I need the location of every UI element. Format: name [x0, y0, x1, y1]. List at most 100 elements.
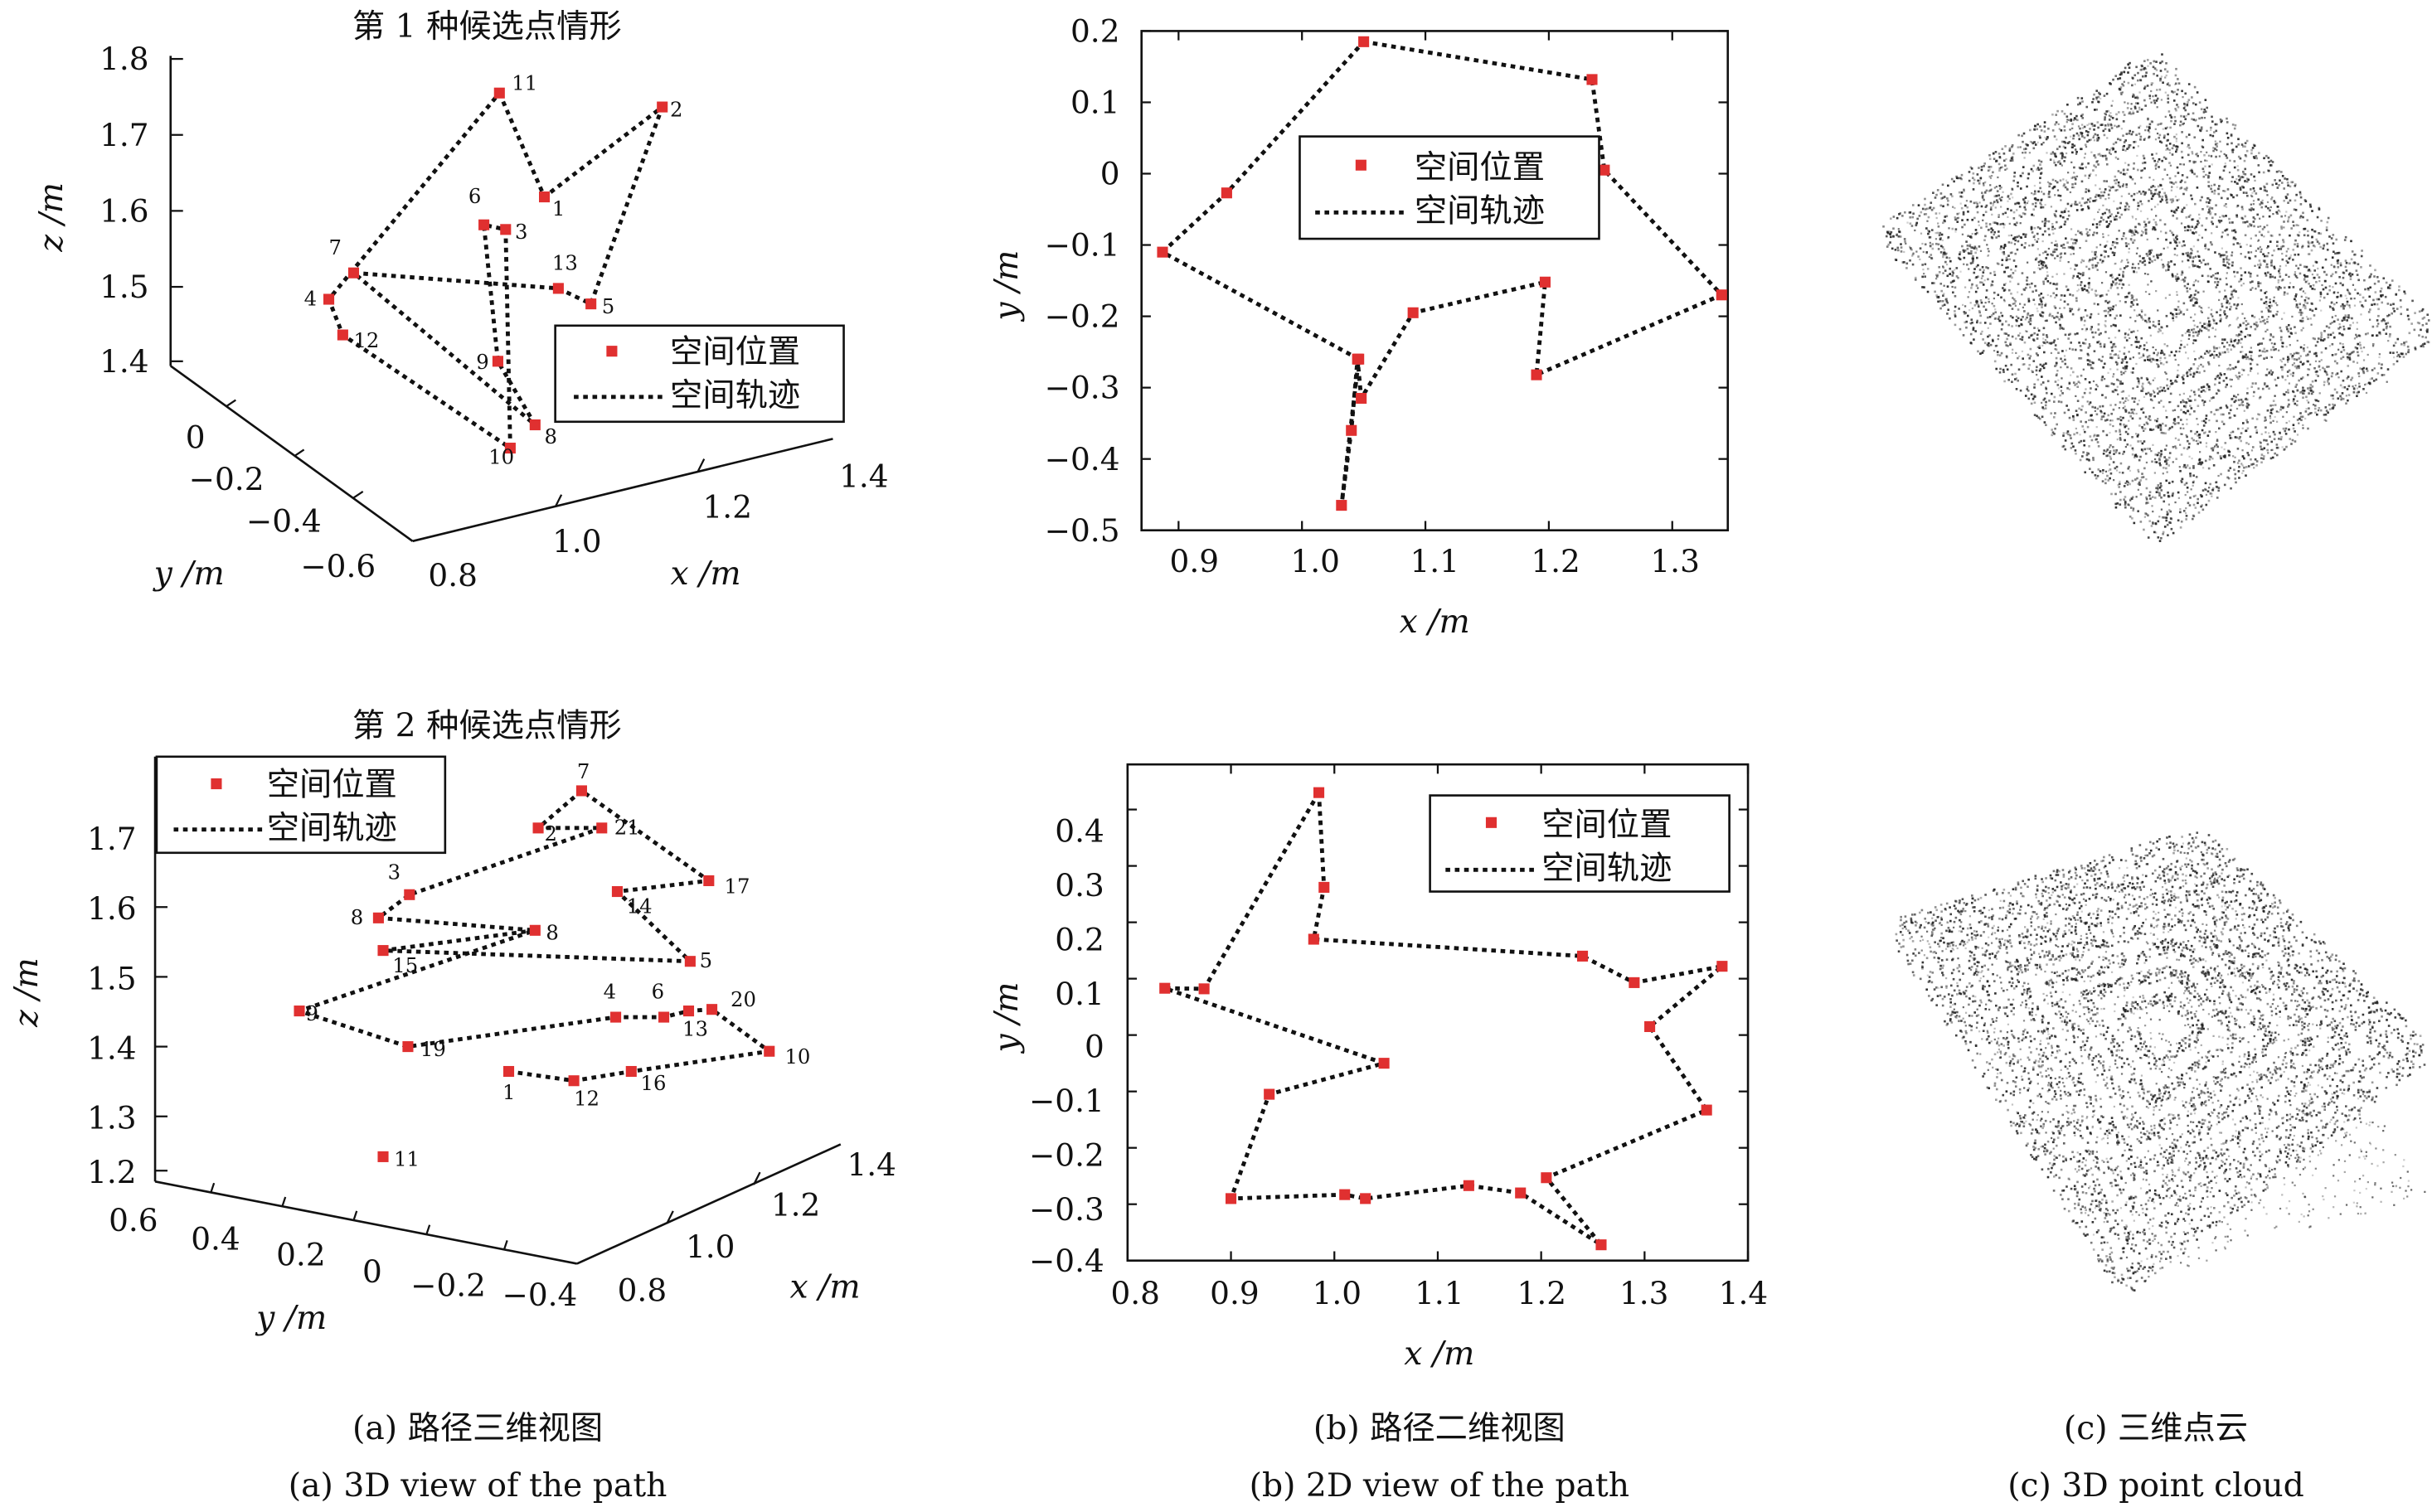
cloud-point: [2109, 472, 2113, 475]
cloud-point: [2136, 303, 2139, 306]
cloud-point: [2186, 423, 2188, 425]
cloud-point: [2103, 180, 2106, 182]
cloud-point: [2144, 232, 2148, 235]
y-tick-label: −0.4: [246, 503, 322, 540]
cloud-point: [2219, 318, 2222, 322]
cloud-point: [2200, 160, 2202, 163]
cloud-point: [2036, 141, 2039, 144]
cloud-point: [2259, 217, 2261, 220]
cloud-point: [2093, 128, 2095, 131]
cloud-point: [2197, 124, 2200, 128]
cloud-point: [2034, 239, 2036, 241]
cloud-point: [2053, 395, 2056, 399]
cloud-point: [1892, 216, 1896, 218]
cloud-point: [2163, 264, 2166, 268]
x-axis-line: [412, 438, 833, 543]
cloud-point: [2186, 371, 2189, 374]
cloud-point: [2128, 66, 2131, 70]
cloud-point: [1932, 191, 1934, 194]
cloud-point: [2210, 184, 2213, 187]
cloud-point: [2022, 148, 2026, 151]
cloud-point: [2105, 158, 2108, 161]
cloud-point: [2131, 417, 2134, 420]
cloud-point: [2186, 464, 2189, 467]
cloud-point: [2146, 254, 2149, 257]
cloud-point: [2267, 252, 2269, 254]
cloud-point: [1988, 190, 1991, 192]
cloud-point: [2121, 283, 2124, 286]
cloud-point: [2182, 405, 2186, 408]
cloud-point: [2175, 316, 2177, 318]
cloud-point: [1973, 245, 1977, 249]
cloud-point: [2257, 264, 2260, 266]
cloud-point: [2129, 111, 2132, 114]
cloud-point: [2193, 410, 2196, 413]
cloud-point: [1909, 247, 1912, 250]
cloud-point: [2197, 291, 2200, 294]
cloud-point: [2064, 146, 2067, 149]
cloud-point: [2275, 170, 2279, 173]
cloud-point: [2208, 199, 2211, 201]
cloud-point: [2064, 156, 2067, 159]
cloud-point: [2143, 66, 2146, 70]
cloud-point: [1979, 322, 1982, 324]
cloud-point: [2092, 234, 2095, 236]
cloud-point: [2075, 427, 2077, 430]
cloud-point: [2244, 271, 2247, 274]
cloud-point: [2167, 269, 2170, 271]
cloud-point: [2086, 198, 2090, 201]
cloud-point: [2347, 314, 2350, 317]
cloud-point: [2251, 314, 2254, 317]
cloud-point: [2303, 303, 2305, 307]
cloud-point: [2244, 167, 2247, 171]
cloud-point: [1942, 294, 1944, 298]
cloud-point: [2337, 251, 2339, 254]
cloud-point: [2195, 439, 2197, 443]
cloud-point: [2200, 128, 2203, 131]
cloud-point: [2196, 298, 2198, 301]
cloud-point: [1981, 191, 1983, 194]
cloud-point: [2342, 397, 2345, 400]
cloud-point: [2309, 317, 2312, 320]
data-point: [500, 224, 512, 235]
cloud-point: [2192, 284, 2195, 287]
cloud-point: [2127, 81, 2130, 85]
cloud-point: [2139, 135, 2143, 138]
cloud-point: [2133, 454, 2137, 458]
cloud-point: [2124, 430, 2128, 434]
cloud-point: [2332, 265, 2336, 269]
cloud-point: [2279, 287, 2282, 289]
cloud-point: [2252, 155, 2255, 158]
cloud-point: [2099, 194, 2103, 197]
cloud-point: [2200, 386, 2203, 389]
cloud-point: [2265, 274, 2268, 277]
cloud-point: [2074, 118, 2077, 121]
cloud-point: [2137, 510, 2139, 513]
cloud-point: [2250, 325, 2252, 328]
cloud-point: [2225, 154, 2228, 157]
cloud-point: [2241, 145, 2245, 148]
cloud-point: [2179, 469, 2182, 472]
cloud-point: [2359, 293, 2362, 296]
cloud-point: [2179, 181, 2182, 183]
cloud-point: [2332, 250, 2335, 254]
cloud-point: [2205, 414, 2208, 417]
cloud-point: [2152, 65, 2155, 69]
cloud-point: [2273, 348, 2275, 351]
cloud-point: [2183, 244, 2186, 247]
cloud-point: [2229, 364, 2231, 366]
cloud-point: [2074, 148, 2077, 151]
cloud-point: [2241, 313, 2244, 315]
cloud-point: [2133, 412, 2135, 415]
cloud-point: [2378, 353, 2381, 356]
cloud-point: [2010, 192, 2012, 196]
cloud-point: [2000, 327, 2003, 331]
cloud-point: [2122, 148, 2124, 151]
cloud-point: [1936, 231, 1939, 235]
cloud-point: [2071, 313, 2075, 316]
cloud-point: [2233, 160, 2236, 162]
cloud-point: [2138, 267, 2140, 269]
cloud-point: [2198, 328, 2201, 331]
cloud-point: [2180, 409, 2182, 411]
